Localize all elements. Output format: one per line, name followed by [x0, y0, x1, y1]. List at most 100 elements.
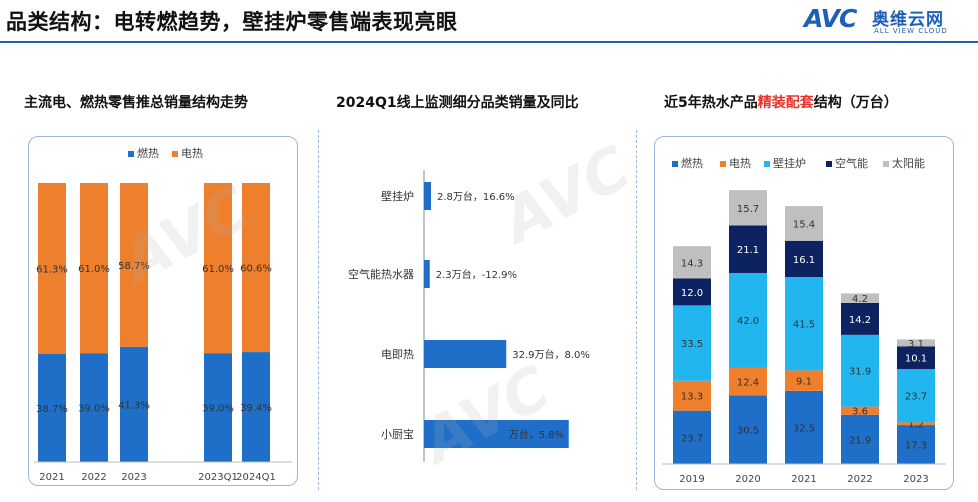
data-label: 38.7% — [36, 404, 68, 415]
data-label: 61.0% — [78, 264, 110, 275]
left-panel-title: 主流电、燃热零售推总销量结构走势 — [24, 95, 248, 111]
bar-segment — [729, 272, 767, 368]
data-label: 2.3万台，-12.9% — [436, 268, 517, 281]
bar-segment — [729, 190, 767, 226]
middle-panel-title: 2024Q1线上监测细分品类销量及同比 — [336, 95, 579, 111]
bar-segment — [897, 369, 935, 423]
legend-swatch — [172, 151, 178, 157]
bar-segment — [841, 302, 879, 335]
logo-chinese-name: 奥维云网 — [872, 10, 944, 30]
bar — [424, 182, 431, 210]
bar-segment — [673, 246, 711, 279]
legend-label: 空气能 — [835, 156, 868, 170]
right-title-post: 结构（万台） — [813, 95, 898, 111]
data-label: 61.3% — [36, 265, 68, 276]
bar-segment — [80, 183, 108, 354]
header: 品类结构：电转燃趋势，壁挂炉零售端表现亮眼 AVC 奥维云网 ALL VIEW … — [0, 0, 978, 44]
data-label: 15.4 — [793, 219, 815, 230]
avc-logo: AVC 奥维云网 ALL VIEW CLOUD — [804, 4, 976, 40]
bar-segment — [80, 353, 108, 462]
logo-english-name: ALL VIEW CLOUD — [874, 27, 948, 35]
data-label: 41.3% — [118, 400, 150, 411]
data-label: 32.9万台，8.0% — [512, 348, 590, 361]
left-chart-frame — [28, 136, 298, 486]
bar-segment — [120, 183, 148, 347]
y-category-label: 电即热 — [381, 348, 414, 361]
bar-segment — [673, 410, 711, 464]
bar-segment — [785, 277, 823, 371]
x-tick-label: 2023 — [121, 472, 146, 483]
legend-swatch — [826, 161, 832, 167]
bar-segment — [841, 414, 879, 464]
x-tick-label: 2020 — [735, 474, 760, 485]
data-label: 17.3 — [905, 441, 927, 452]
x-tick-label: 2024Q1 — [236, 472, 276, 483]
x-tick-label: 2021 — [39, 472, 64, 483]
data-label: 万台，5.8% — [509, 428, 564, 441]
bar-segment — [785, 240, 823, 278]
bar-segment — [729, 225, 767, 273]
x-tick-label: 2021 — [791, 474, 816, 485]
data-label: 33.5 — [681, 339, 703, 350]
legend-label: 燃热 — [137, 146, 159, 160]
bar-segment — [673, 278, 711, 306]
bar-segment — [841, 293, 879, 303]
bar-segment — [673, 305, 711, 381]
right-title-pre: 近5年热水产品 — [664, 95, 758, 111]
legend-label: 燃热 — [681, 156, 703, 170]
legend-swatch — [672, 161, 678, 167]
data-label: 41.5 — [793, 320, 815, 331]
data-label: 39.4% — [240, 403, 272, 414]
data-label: 15.7 — [737, 204, 759, 215]
bar-segment — [120, 346, 148, 462]
bar-segment — [242, 352, 270, 462]
bar-segment — [897, 425, 935, 464]
panel-divider-2 — [636, 130, 637, 490]
y-category-label: 空气能热水器 — [348, 267, 414, 281]
data-label: 2.8万台，16.6% — [437, 190, 515, 203]
data-label: 31.9 — [849, 367, 871, 378]
bar-segment — [897, 346, 935, 370]
legend-swatch — [883, 161, 889, 167]
x-tick-label: 2022 — [81, 472, 106, 483]
bar-segment — [897, 339, 935, 347]
data-label: 58.7% — [118, 261, 150, 272]
right-panel-title: 近5年热水产品精装配套结构（万台） — [664, 92, 898, 112]
data-label: 14.2 — [849, 315, 871, 326]
bar — [424, 260, 430, 288]
logo-mark: AVC — [804, 4, 857, 33]
data-label: 42.0 — [737, 316, 759, 327]
data-label: 1.2 — [908, 420, 924, 431]
data-label: 61.0% — [202, 264, 234, 275]
legend-swatch — [128, 151, 134, 157]
legend-label: 电热 — [729, 157, 751, 170]
page-title: 品类结构：电转燃趋势，壁挂炉零售端表现亮眼 — [6, 10, 458, 34]
data-label: 60.6% — [240, 264, 272, 275]
data-label: 10.1 — [905, 354, 927, 365]
data-label: 12.0 — [681, 288, 703, 299]
bar-segment — [897, 422, 935, 426]
data-label: 39.0% — [78, 404, 110, 415]
data-label: 23.7 — [681, 433, 703, 444]
y-category-label: 小厨宝 — [381, 427, 414, 441]
legend-label: 太阳能 — [892, 156, 925, 170]
bar-segment — [785, 370, 823, 391]
panel-divider-1 — [318, 130, 319, 490]
bar-segment — [38, 354, 66, 462]
data-label: 3.1 — [908, 339, 924, 350]
bar-segment — [785, 390, 823, 464]
bar-segment — [841, 406, 879, 415]
data-label: 4.2 — [852, 294, 868, 305]
x-tick-label: 2023Q1 — [198, 472, 238, 483]
data-label: 30.5 — [737, 426, 759, 437]
bar-segment — [729, 367, 767, 396]
bar — [424, 420, 569, 448]
right-title-highlight: 精装配套 — [757, 95, 814, 111]
data-label: 9.1 — [796, 377, 812, 388]
bar-segment — [785, 206, 823, 241]
x-tick-label: 2023 — [903, 474, 928, 485]
right-chart-frame — [654, 136, 954, 490]
